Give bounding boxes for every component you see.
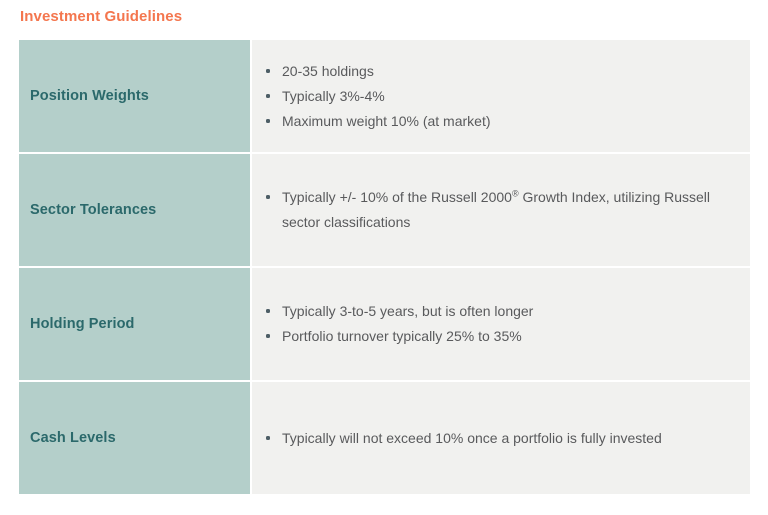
bullet-item: Typically +/- 10% of the Russell 2000® G… — [264, 185, 732, 235]
bullet-icon — [266, 118, 270, 123]
row-label-cell: Holding Period — [19, 268, 250, 380]
row-label: Holding Period — [30, 316, 135, 332]
table-row: Position Weights 20-35 holdings Typically… — [19, 40, 750, 152]
bullet-list: Typically 3-to-5 years, but is often lon… — [264, 299, 732, 349]
row-label: Position Weights — [30, 88, 149, 104]
bullet-icon — [266, 93, 270, 98]
row-label-cell: Position Weights — [19, 40, 250, 152]
bullet-item: Maximum weight 10% (at market) — [264, 109, 732, 134]
bullet-item: 20-35 holdings — [264, 59, 732, 84]
bullet-item: Portfolio turnover typically 25% to 35% — [264, 324, 732, 349]
table-row: Sector Tolerances Typically +/- 10% of t… — [19, 154, 750, 266]
bullet-icon — [266, 195, 270, 199]
row-content-cell: Typically 3-to-5 years, but is often lon… — [252, 268, 750, 380]
bullet-item: Typically 3-to-5 years, but is often lon… — [264, 299, 732, 324]
row-content-cell: Typically will not exceed 10% once a por… — [252, 382, 750, 494]
bullet-list: Typically +/- 10% of the Russell 2000® G… — [264, 185, 732, 235]
bullet-icon — [266, 334, 270, 338]
bullet-icon — [266, 435, 270, 440]
bullet-text: Typically +/- 10% of the Russell 2000® G… — [282, 188, 711, 230]
row-content-cell: Typically +/- 10% of the Russell 2000® G… — [252, 154, 750, 266]
bullet-text: Portfolio turnover typically 25% to 35% — [282, 328, 522, 344]
row-content-cell: 20-35 holdings Typically 3%-4% Maximum wei… — [252, 40, 750, 152]
bullet-item: Typically 3%-4% — [264, 84, 732, 109]
bullet-item: Typically will not exceed 10% once a por… — [264, 426, 732, 451]
bullet-text: 20-35 holdings — [282, 62, 374, 79]
bullet-text: Typically 3%-4% — [282, 87, 385, 104]
table-row: Holding Period Typically 3-to-5 years, b… — [19, 268, 750, 380]
row-label: Sector Tolerances — [30, 202, 157, 218]
row-label: Cash Levels — [30, 430, 116, 446]
bullet-text: Typically will not exceed 10% once a por… — [282, 429, 662, 446]
bullet-list: 20-35 holdings Typically 3%-4% Maximum wei… — [264, 59, 732, 134]
bullet-icon — [266, 309, 270, 313]
bullet-icon — [266, 68, 270, 73]
row-label-cell: Cash Levels — [19, 382, 250, 494]
bullet-list: Typically will not exceed 10% once a por… — [264, 426, 732, 451]
table-row: Cash Levels Typically will not exceed 10… — [19, 382, 750, 494]
guidelines-table: Position Weights 20-35 holdings Typically… — [19, 40, 750, 494]
row-label-cell: Sector Tolerances — [19, 154, 250, 266]
bullet-text: Typically 3-to-5 years, but is often lon… — [282, 303, 534, 319]
bullet-text: Maximum weight 10% (at market) — [282, 112, 491, 129]
page-title: Investment Guidelines — [20, 8, 183, 25]
